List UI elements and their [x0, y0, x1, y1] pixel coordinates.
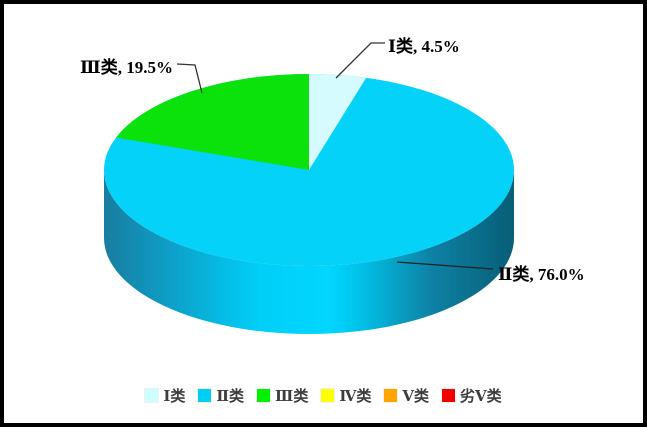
leader-line-iii — [176, 63, 203, 94]
legend-item-class-worse-than-5: 劣Ⅴ类 — [442, 385, 502, 406]
legend-label-class-2: Ⅱ类 — [216, 389, 245, 405]
legend-item-class-2: Ⅱ类 — [198, 385, 244, 406]
legend-item-class-3: Ⅲ类 — [257, 385, 308, 406]
legend-swatch-class-worse-than-5 — [442, 389, 455, 402]
slice-iii-top — [116, 73, 309, 170]
pie-3d-chart — [104, 42, 514, 334]
data-label-class-3: Ⅲ类, 19.5% — [80, 58, 173, 77]
data-label-class-1: Ⅰ类, 4.5% — [388, 37, 460, 56]
leader-line-ii — [396, 261, 494, 270]
legend-item-class-1: Ⅰ类 — [145, 385, 185, 406]
legend-item-class-5: Ⅴ类 — [384, 385, 429, 406]
legend-item-class-4: Ⅳ类 — [321, 385, 371, 406]
chart-legend: Ⅰ类 Ⅱ类 Ⅲ类 Ⅳ类 Ⅴ类 劣Ⅴ类 — [4, 385, 643, 406]
leader-line-i — [335, 42, 385, 79]
legend-swatch-class-3 — [257, 389, 271, 402]
legend-label-class-worse-than-5: 劣Ⅴ类 — [460, 389, 502, 405]
data-label-class-2: Ⅱ类, 76.0% — [498, 265, 585, 284]
legend-swatch-class-5 — [384, 389, 398, 402]
legend-label-class-1: Ⅰ类 — [163, 389, 186, 405]
legend-label-class-4: Ⅳ类 — [339, 389, 372, 405]
legend-swatch-class-1 — [145, 389, 159, 402]
pie-side — [104, 170, 514, 334]
slice-i-top — [309, 73, 367, 170]
legend-label-class-3: Ⅲ类 — [275, 389, 309, 405]
legend-swatch-class-2 — [198, 389, 212, 402]
legend-label-class-5: Ⅴ类 — [402, 389, 429, 405]
legend-swatch-class-4 — [321, 389, 335, 402]
